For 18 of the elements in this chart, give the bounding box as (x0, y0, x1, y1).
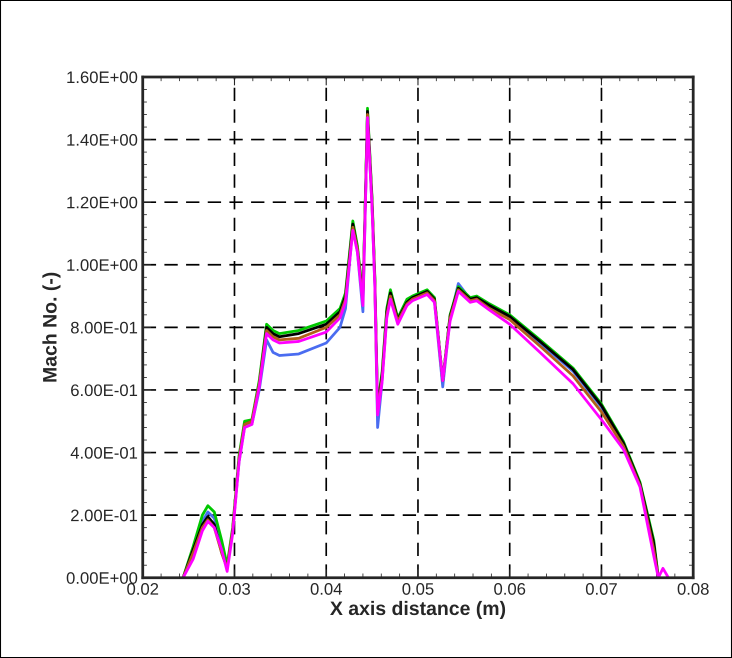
y-tick-label: 1.00E+00 (67, 259, 138, 271)
y-tick-label: 6.00E-01 (71, 384, 138, 396)
x-axis-title: X axis distance (m) (330, 600, 506, 620)
x-tick-label: 0.08 (678, 583, 709, 595)
y-tick-label: 1.40E+00 (67, 134, 138, 146)
x-tick-label: 0.03 (218, 583, 250, 595)
x-tick-label: 0.04 (310, 583, 342, 595)
y-tick-label: 8.00E-01 (70, 322, 138, 334)
x-tick-label: 0.06 (494, 583, 526, 595)
y-tick-label: 2.00E-01 (71, 510, 138, 522)
y-tick-label: 4.00E-01 (70, 446, 138, 459)
y-axis-title: Mach No. (-) (42, 272, 60, 382)
y-tick-label: 1.20E+00 (67, 196, 138, 208)
x-tick-label: 0.05 (402, 583, 434, 595)
y-tick-label: 1.60E+00 (67, 71, 138, 84)
x-tick-label: 0.07 (586, 583, 617, 595)
x-tick-label: 0.02 (127, 583, 158, 595)
y-tick-label: 0.00E+00 (66, 572, 138, 584)
